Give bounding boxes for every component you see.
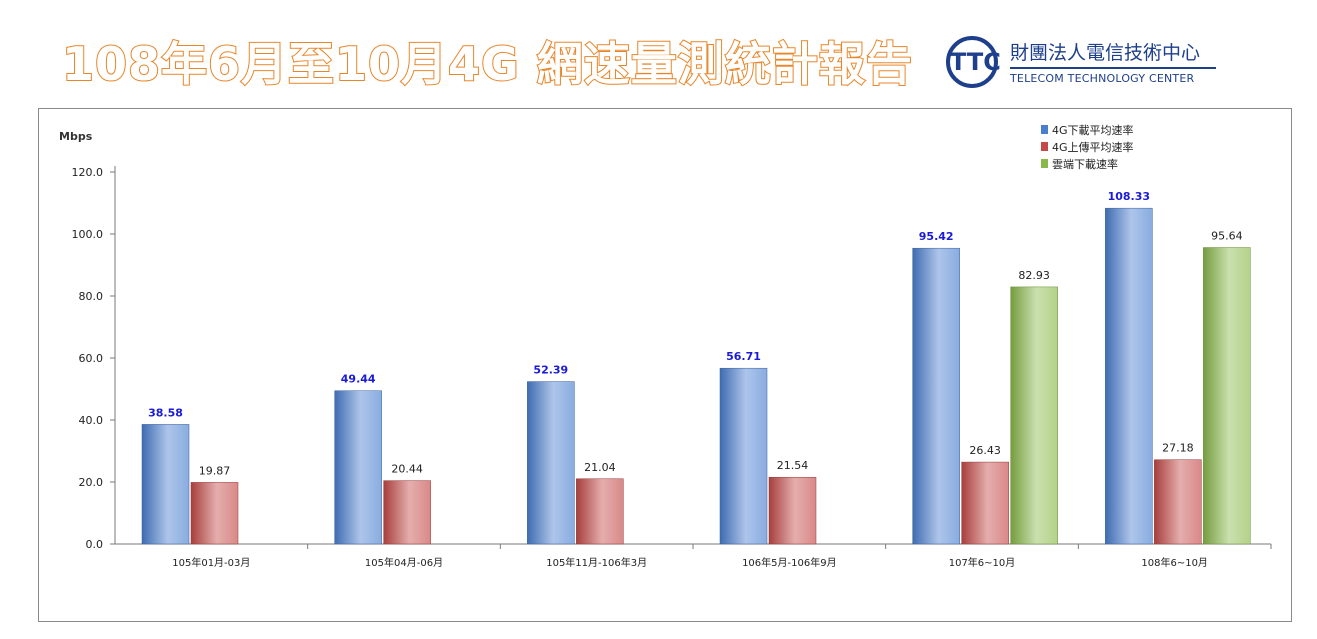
data-label: 52.39 (533, 364, 568, 377)
legend-label: 雲端下載速率 (1052, 157, 1118, 171)
x-tick-label: 105年01月-03月 (172, 556, 250, 569)
data-label: 19.87 (199, 464, 231, 477)
legend-swatch (1041, 142, 1048, 151)
y-tick-label: 80.0 (79, 290, 104, 303)
data-label: 27.18 (1162, 442, 1194, 455)
logo-divider (1010, 67, 1216, 69)
bar-1 (141, 424, 190, 545)
x-tick-label: 108年6~10月 (1141, 556, 1208, 569)
bar-2 (576, 478, 624, 545)
data-label: 95.64 (1211, 230, 1243, 243)
y-tick-label: 20.0 (79, 476, 104, 489)
legend-swatch (1041, 125, 1048, 134)
bar-1 (334, 390, 382, 545)
y-tick-label: 0.0 (86, 538, 104, 551)
data-label: 56.71 (726, 350, 761, 363)
page-title: 108年6月至10月4G 網速量測統計報告 (61, 36, 913, 92)
ttc-logo-mark: TTC (946, 36, 1001, 88)
legend-label: 4G上傳平均速率 (1052, 140, 1134, 154)
ttc-logo: TTC 財團法人電信技術中心 TELECOM TECHNOLOGY CENTER (946, 34, 1226, 98)
data-label: 82.93 (1018, 269, 1050, 282)
bar-1 (719, 367, 768, 545)
legend-label: 4G下載平均速率 (1052, 123, 1134, 137)
data-label: 21.54 (777, 459, 809, 472)
x-tick-label: 105年04月-06月 (365, 556, 443, 569)
bar-3 (1203, 247, 1251, 545)
legend-swatch (1041, 159, 1048, 168)
x-tick-label: 105年11月-106年3月 (546, 556, 647, 569)
data-label: 108.33 (1108, 190, 1150, 203)
bar-2 (190, 482, 239, 545)
bar-1 (1105, 207, 1153, 545)
logo-name-en: TELECOM TECHNOLOGY CENTER (1010, 72, 1195, 85)
data-label: 20.44 (391, 463, 423, 476)
bar-2 (1154, 459, 1202, 545)
chart-frame: Mbps 0.0 20.0 40.0 60.0 80.0 100.0 120.0 105年01月… (38, 108, 1292, 622)
y-axis-label: Mbps (59, 130, 93, 143)
bar-1 (912, 247, 960, 545)
y-tick-label: 40.0 (79, 414, 104, 427)
data-label: 38.58 (148, 406, 183, 419)
x-tick-label: 107年6~10月 (949, 556, 1016, 569)
y-tick-label: 100.0 (72, 228, 104, 241)
data-label: 26.43 (969, 444, 1001, 457)
data-label: 95.42 (919, 230, 954, 243)
bar-1 (527, 381, 575, 545)
bar-2 (961, 461, 1009, 545)
x-tick-label: 106年5月-106年9月 (742, 556, 837, 569)
bar-2 (383, 480, 431, 545)
bar-2 (768, 476, 817, 545)
y-tick-label: 60.0 (79, 352, 104, 365)
bar-3 (1010, 286, 1058, 545)
data-label: 21.04 (584, 461, 616, 474)
logo-name-cn: 財團法人電信技術中心 (1010, 42, 1201, 64)
y-tick-label: 120.0 (72, 166, 104, 179)
bar-chart: Mbps 0.0 20.0 40.0 60.0 80.0 100.0 120.0 105年01月… (59, 123, 1272, 569)
data-label: 49.44 (341, 373, 376, 386)
